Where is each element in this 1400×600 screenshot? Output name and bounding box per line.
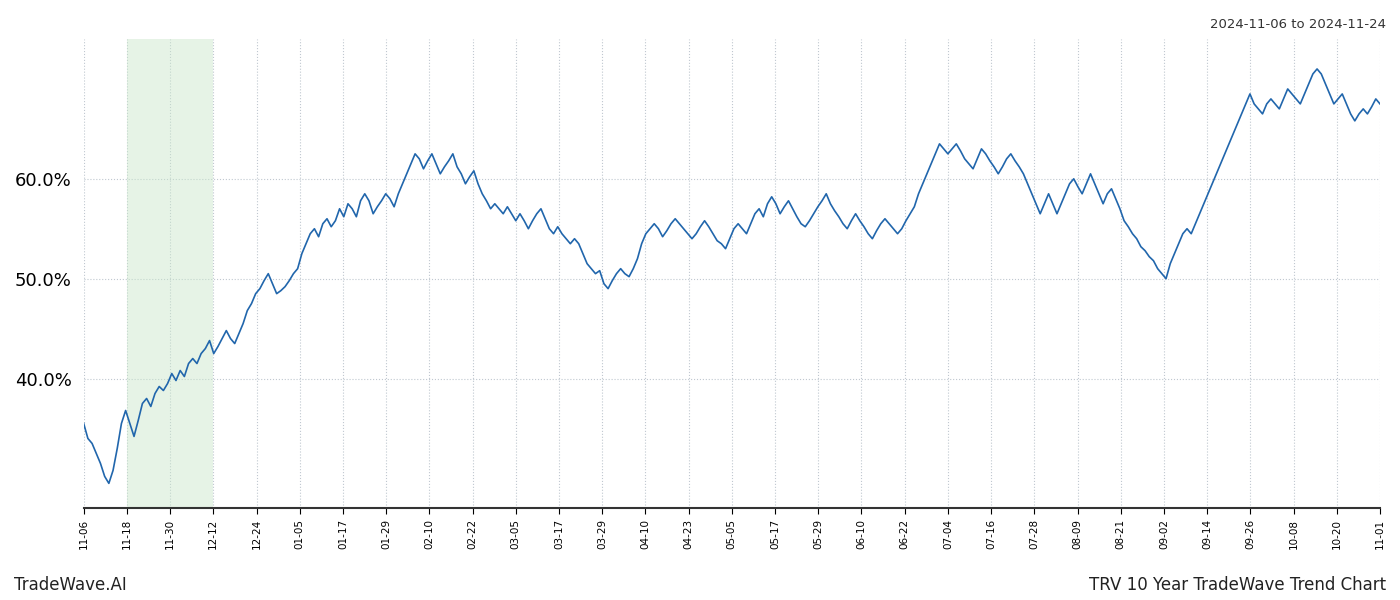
Bar [127, 39, 213, 508]
Text: TRV 10 Year TradeWave Trend Chart: TRV 10 Year TradeWave Trend Chart [1089, 576, 1386, 594]
Text: TradeWave.AI: TradeWave.AI [14, 576, 127, 594]
Text: 2024-11-06 to 2024-11-24: 2024-11-06 to 2024-11-24 [1210, 18, 1386, 31]
